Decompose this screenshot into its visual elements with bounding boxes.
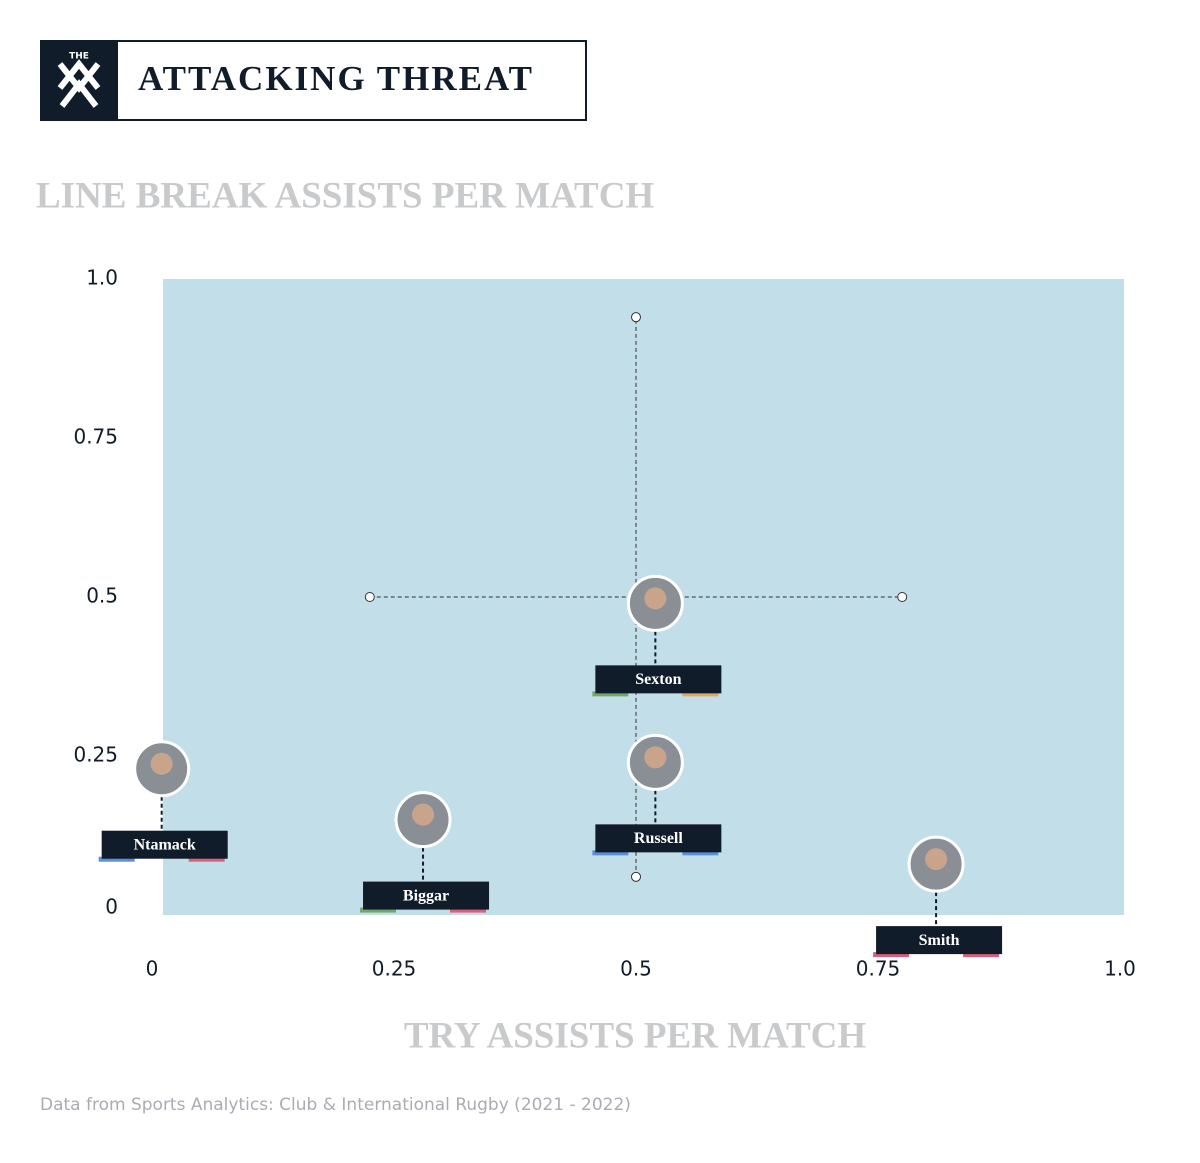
player-label: Biggar [403,887,449,904]
player-label: Ntamack [134,836,196,853]
y-tick-label: 1.0 [86,266,118,290]
player-head [925,848,948,871]
label-accent [682,850,719,856]
player-label: Russell [634,830,683,847]
title: ATTACKING THREAT [138,59,534,98]
header-box [40,40,587,121]
x-tick-label: 0.5 [620,957,652,981]
player-head [150,752,173,775]
logo-text: THE [69,52,89,62]
label-accent [98,856,135,862]
label-accent [188,856,225,862]
y-axis-title: LINE BREAK ASSISTS PER MATCH [36,175,654,216]
y-tick-label: 0 [105,895,118,919]
label-accent [873,952,910,958]
label-accent [450,907,487,913]
y-tick-label: 0.5 [86,584,118,608]
player-head [412,803,435,826]
player-head [644,746,667,769]
x-tick-label: 0 [146,957,159,981]
label-accent [592,850,629,856]
label-box [101,830,228,859]
logo-mark [57,59,101,108]
player-head [644,587,667,610]
x-tick-label: 0.75 [856,957,901,981]
label-box [595,824,722,853]
y-tick-label: 0.75 [73,425,118,449]
crosshair-end [897,592,908,602]
x-tick-label: 1.0 [1104,957,1136,981]
x-axis-title: TRY ASSISTS PER MATCH [404,1015,867,1056]
label-accent [682,691,719,697]
player-label: Smith [919,932,960,949]
label-accent [963,952,1000,958]
crosshair-end [631,871,641,882]
crosshair-end [631,312,641,323]
player-label: Sexton [635,671,681,688]
label-box [363,881,490,910]
y-tick-label: 0.25 [73,743,118,767]
label-accent [592,691,629,697]
label-box [876,926,1003,955]
source: Data from Sports Analytics: Club & Inter… [40,1095,631,1115]
label-box [595,665,722,694]
crosshair-end [364,592,375,602]
label-accent [360,907,397,913]
x-tick-label: 0.25 [372,957,417,981]
